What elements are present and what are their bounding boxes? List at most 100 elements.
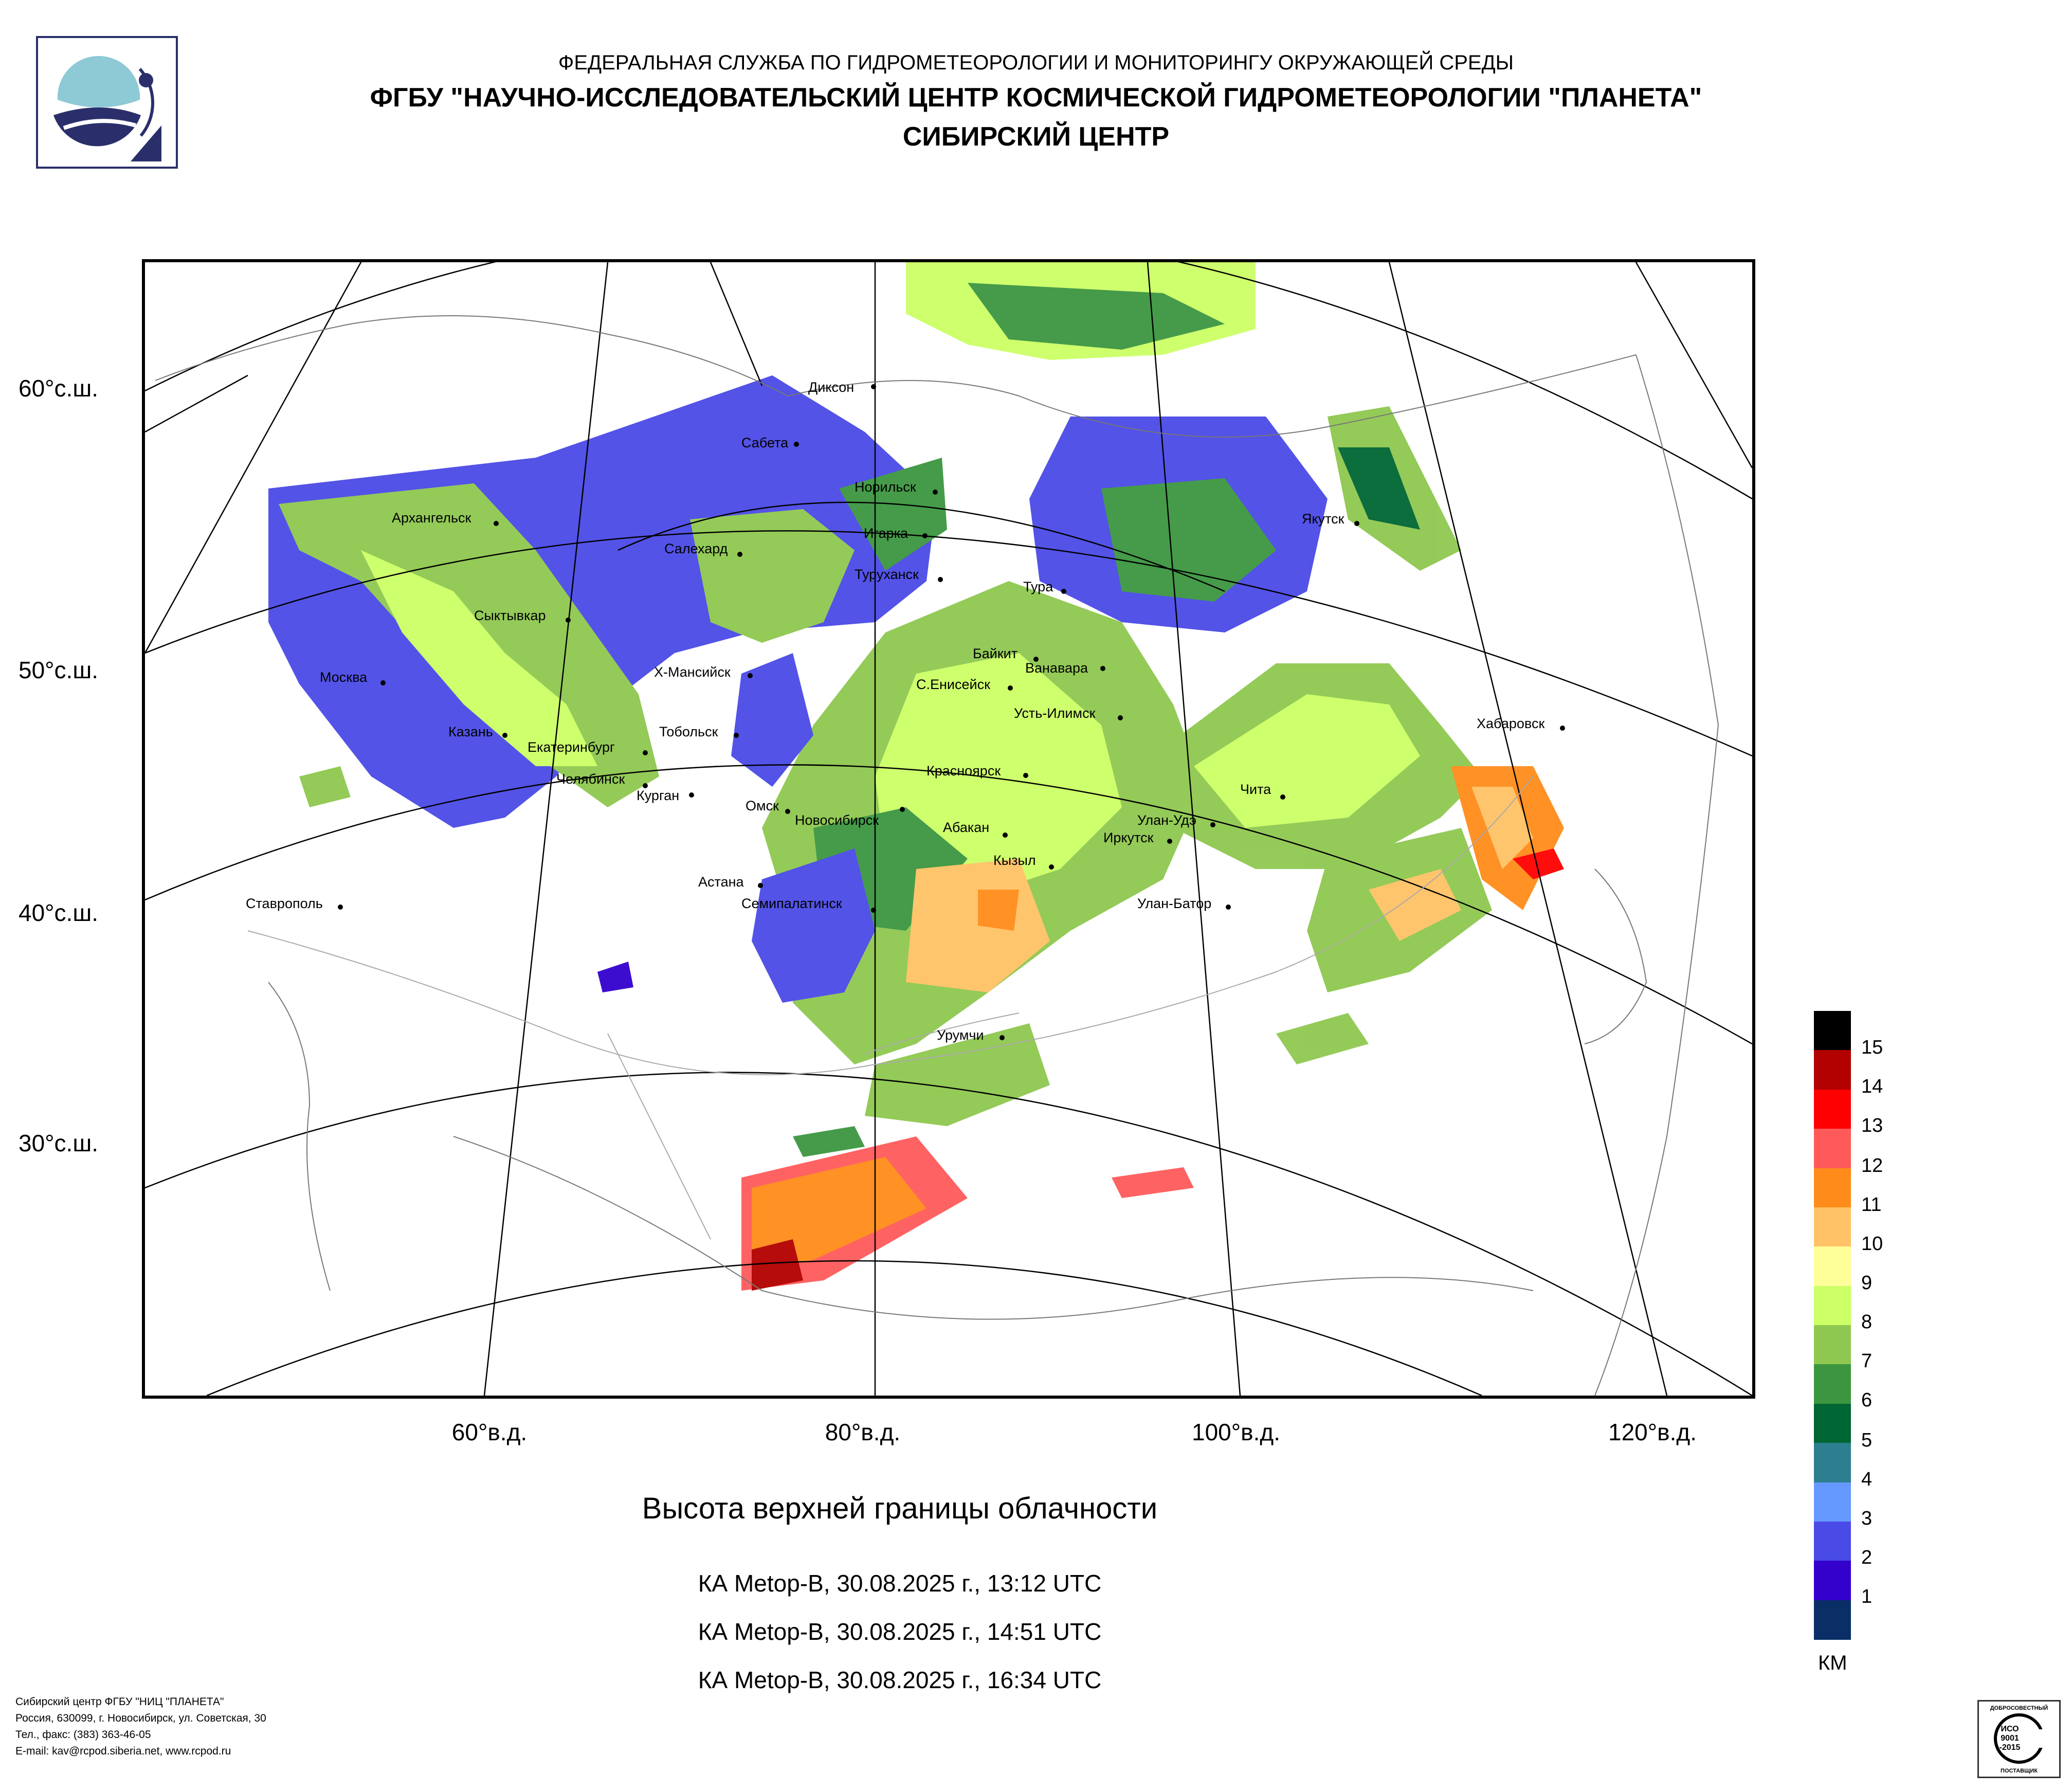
city-dot bbox=[1210, 822, 1215, 827]
city-dot bbox=[785, 809, 790, 814]
legend-label: 9 bbox=[1861, 1272, 1873, 1294]
city-label: Диксон bbox=[808, 379, 854, 395]
cloud-field bbox=[268, 262, 1564, 1291]
legend-label: 10 bbox=[1861, 1233, 1883, 1255]
city-dot bbox=[734, 733, 739, 738]
city-label: Туруханск bbox=[855, 567, 919, 582]
city-label: Тура bbox=[1023, 579, 1053, 594]
city-dot bbox=[1003, 833, 1008, 838]
city-label: Игарка bbox=[864, 526, 908, 541]
city-label: Улан-Батор bbox=[1137, 896, 1211, 911]
city-label: Омск bbox=[746, 798, 779, 813]
cert-top-text: ДОБРОСОВЕСТНЫЙ bbox=[1990, 1705, 2048, 1711]
legend-label: 1 bbox=[1861, 1586, 1873, 1607]
city-dot bbox=[1033, 657, 1039, 662]
cert-iso: ИСО bbox=[2001, 1725, 2019, 1733]
city-label: Якутск bbox=[1302, 511, 1344, 527]
city-dot bbox=[643, 783, 648, 788]
cert-iso-year: -2015 bbox=[2000, 1743, 2021, 1752]
city-dot bbox=[871, 384, 876, 389]
lat-label-30: 30°с.ш. bbox=[19, 1130, 99, 1156]
legend-label: 15 bbox=[1861, 1037, 1883, 1058]
legend-swatch bbox=[1814, 1364, 1851, 1404]
legend-swatch bbox=[1814, 1089, 1851, 1130]
lon-label-80: 80°в.д. bbox=[825, 1419, 901, 1445]
city-dot bbox=[380, 680, 386, 685]
contact-line: Россия, 630099, г. Новосибирск, ул. Сове… bbox=[15, 1712, 266, 1724]
city-dot bbox=[1100, 666, 1105, 671]
city-label: Байкит bbox=[973, 646, 1017, 661]
satellite-pass: КА Metop-B, 30.08.2025 г., 14:51 UTC bbox=[698, 1618, 1102, 1645]
legend-swatch bbox=[1814, 1246, 1851, 1287]
legend-swatch bbox=[1814, 1403, 1851, 1444]
city-label: Усть-Илимск bbox=[1014, 705, 1096, 721]
city-label: Тобольск bbox=[659, 724, 718, 739]
cert-iso-number: 9001 bbox=[2001, 1734, 2019, 1743]
city-dot bbox=[1008, 685, 1013, 691]
city-dot bbox=[758, 883, 763, 888]
legend-label: 2 bbox=[1861, 1547, 1873, 1568]
legend-label: 12 bbox=[1861, 1155, 1883, 1177]
lon-label-100: 100°в.д. bbox=[1192, 1419, 1280, 1445]
city-label: Семипалатинск bbox=[741, 896, 842, 911]
iso-certificate-badge: ДОБРОСОВЕСТНЫЙ ИСО 9001 -2015 ПОСТАВЩИК bbox=[1977, 1700, 2061, 1778]
city-dot bbox=[566, 618, 571, 623]
city-label: Ванавара bbox=[1025, 660, 1088, 676]
city-label: Курган bbox=[637, 788, 679, 803]
lat-label-60: 60°с.ш. bbox=[19, 375, 99, 402]
org-name-line2: ФГБУ "НАУЧНО-ИССЛЕДОВАТЕЛЬСКИЙ ЦЕНТР КОС… bbox=[370, 83, 1702, 113]
city-dot bbox=[1049, 864, 1054, 870]
city-label: Улан-Удэ bbox=[1137, 812, 1196, 828]
legend-swatch bbox=[1814, 1482, 1851, 1522]
city-label: Хабаровск bbox=[1477, 716, 1544, 731]
legend-label: 14 bbox=[1861, 1076, 1883, 1097]
city-label: Архангельск bbox=[392, 510, 471, 526]
legend-swatch bbox=[1814, 1443, 1851, 1483]
city-label: Красноярск bbox=[926, 763, 1001, 779]
city-label: Салехард bbox=[664, 541, 728, 556]
legend-swatch bbox=[1814, 1561, 1851, 1601]
legend-label: 5 bbox=[1861, 1430, 1873, 1451]
city-label: Сабета bbox=[741, 435, 789, 450]
org-name-line3: СИБИРСКИЙ ЦЕНТР bbox=[902, 122, 1170, 152]
legend-swatch bbox=[1814, 1600, 1851, 1640]
legend-swatch bbox=[1814, 1325, 1851, 1365]
legend-label: 11 bbox=[1861, 1194, 1882, 1216]
coastlines bbox=[155, 315, 1719, 1396]
legend-swatch bbox=[1814, 1521, 1851, 1562]
legend-label: 4 bbox=[1861, 1469, 1873, 1490]
legend-swatch bbox=[1814, 1286, 1851, 1326]
city-label: Кызыл bbox=[993, 853, 1036, 868]
city-label: Казань bbox=[448, 724, 493, 739]
lon-label-60: 60°в.д. bbox=[451, 1419, 528, 1445]
cert-bottom-text: ПОСТАВЩИК bbox=[2001, 1768, 2038, 1774]
city-dot bbox=[643, 750, 648, 755]
contact-line: E-mail: kav@rcpod.siberia.net, www.rcpod… bbox=[15, 1745, 231, 1757]
legend-label: 6 bbox=[1861, 1389, 1873, 1411]
lat-label-40: 40°с.ш. bbox=[19, 899, 99, 926]
color-legend bbox=[1814, 1011, 1851, 1640]
city-dot bbox=[922, 533, 928, 538]
borders bbox=[247, 776, 1534, 1240]
city-dot bbox=[871, 908, 876, 913]
city-dot bbox=[737, 552, 742, 557]
legend-label: 7 bbox=[1861, 1350, 1873, 1372]
lon-label-120: 120°в.д. bbox=[1608, 1419, 1697, 1445]
legend-swatch bbox=[1814, 1207, 1851, 1247]
legend-label: 8 bbox=[1861, 1311, 1873, 1333]
city-label: Москва bbox=[320, 670, 368, 685]
city-dot bbox=[1023, 773, 1028, 778]
city-dot bbox=[933, 490, 938, 495]
city-label: Сыктывкар bbox=[474, 608, 546, 623]
org-name-line1: ФЕДЕРАЛЬНАЯ СЛУЖБА ПО ГИДРОМЕТЕОРОЛОГИИ … bbox=[558, 51, 1514, 74]
planeta-logo bbox=[36, 36, 178, 169]
map-canvas: Диксон Сабета Норильск Игарка Туруханск … bbox=[145, 262, 1752, 1396]
city-markers: Диксон Сабета Норильск Игарка Туруханск … bbox=[246, 379, 1565, 1043]
city-label: Иркутск bbox=[1103, 830, 1154, 845]
city-dot bbox=[1560, 726, 1565, 731]
legend-label: 13 bbox=[1861, 1115, 1883, 1136]
legend-unit: КМ bbox=[1818, 1652, 1847, 1674]
city-dot bbox=[1354, 521, 1359, 526]
city-dot bbox=[1226, 904, 1231, 910]
city-label: Новосибирск bbox=[795, 812, 879, 828]
